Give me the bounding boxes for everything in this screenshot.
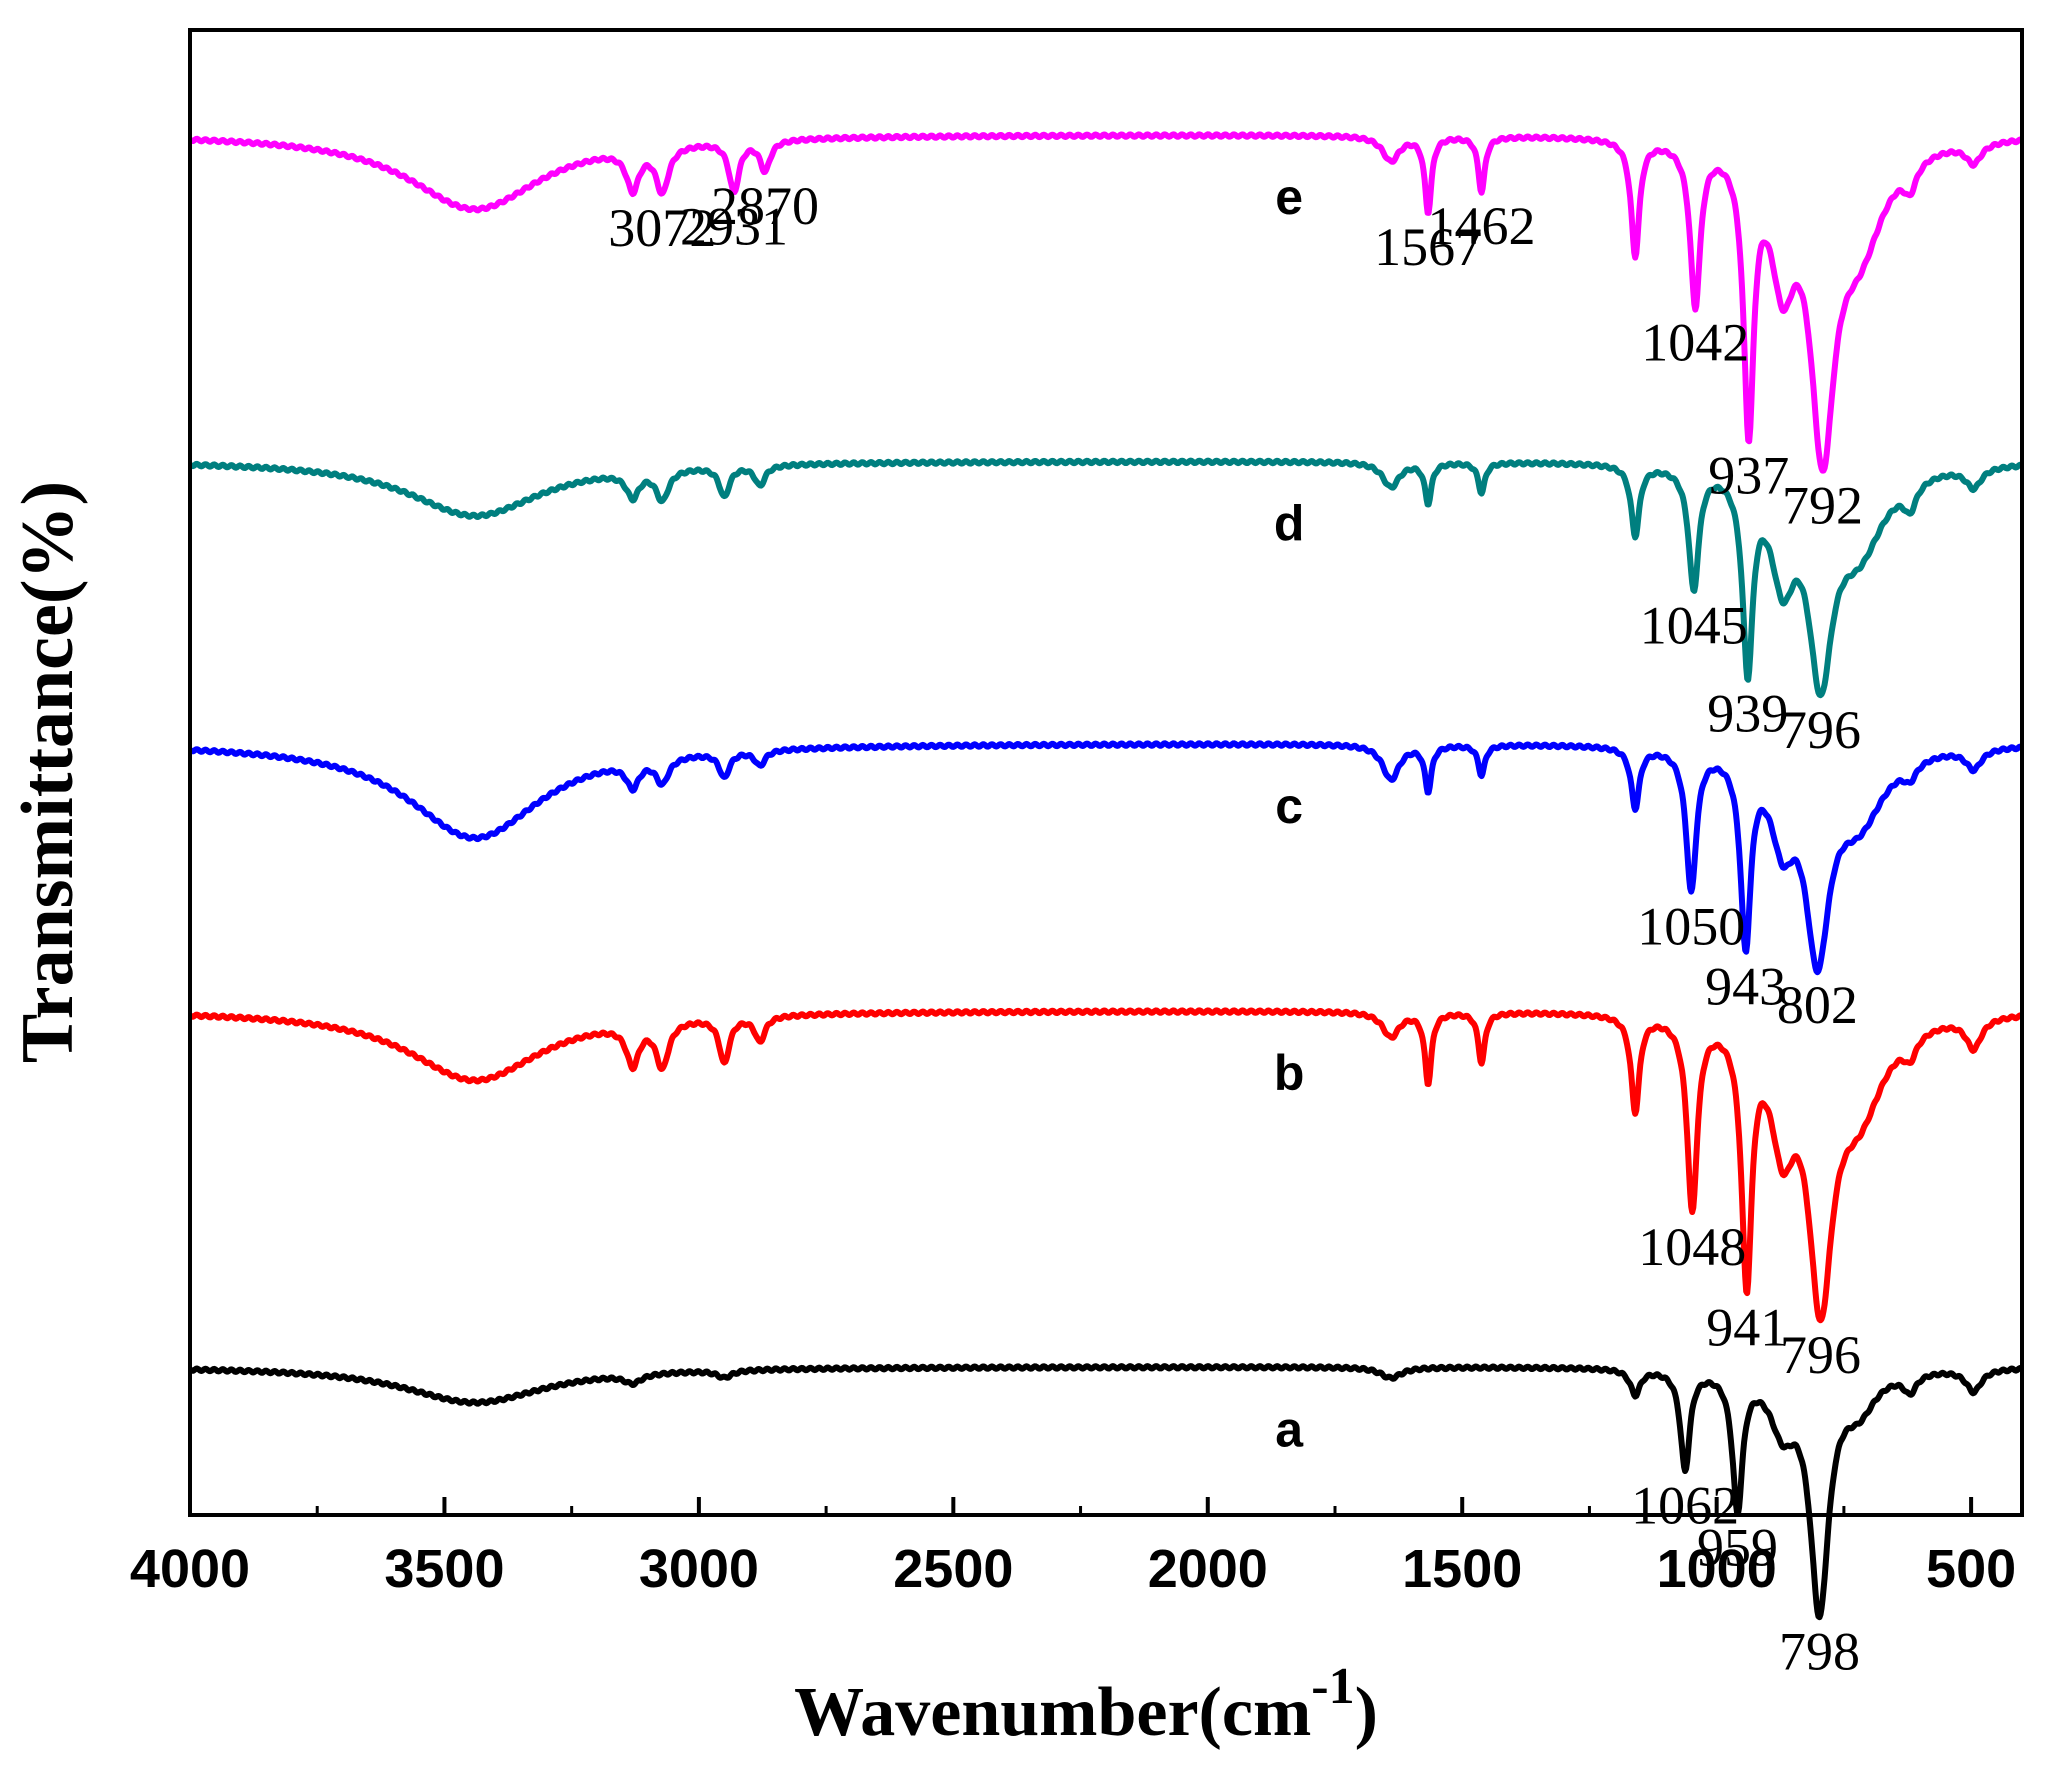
peak-label-e-1462: 1462 — [1428, 196, 1536, 256]
peak-label-e-2931: 2931 — [680, 197, 788, 257]
x-axis-title-close: ) — [1355, 1674, 1378, 1751]
peak-label-d-796: 796 — [1780, 700, 1861, 760]
peak-label-a-959: 959 — [1697, 1518, 1778, 1578]
peak-label-e-1567: 1567 — [1374, 217, 1482, 277]
x-axis-title: Wavenumber(cm-1) — [794, 1658, 1378, 1751]
series-label-a: a — [1275, 1402, 1304, 1458]
x-axis-title-main: Wavenumber(cm — [794, 1674, 1311, 1751]
label-layer: a1062959798b1048941796c1050943802d104593… — [608, 169, 1863, 1681]
series-d-line — [187, 457, 2024, 699]
peak-label-c-1050: 1050 — [1637, 897, 1745, 957]
peak-label-d-1045: 1045 — [1640, 595, 1748, 655]
series-c-line — [187, 740, 2024, 976]
peak-label-c-802: 802 — [1777, 975, 1858, 1035]
peak-label-e-792: 792 — [1782, 475, 1863, 535]
series-e-line — [187, 131, 2024, 474]
peak-label-b-1048: 1048 — [1638, 1217, 1746, 1277]
x-tick-label-2000: 2000 — [1148, 1539, 1268, 1599]
x-tick-label-2500: 2500 — [893, 1539, 1013, 1599]
peak-label-e-937: 937 — [1708, 446, 1789, 506]
series-label-d: d — [1274, 496, 1305, 552]
series-layer — [187, 131, 2024, 1621]
x-tick-label-1000: 1000 — [1657, 1539, 1777, 1599]
peak-label-e-2870: 2870 — [711, 176, 819, 236]
plot-frame — [188, 28, 2024, 1517]
peak-label-a-1062: 1062 — [1631, 1475, 1739, 1535]
peak-label-b-941: 941 — [1706, 1297, 1787, 1357]
y-axis-title: Transmittance(%) — [7, 481, 89, 1063]
series-a-line — [187, 1363, 2024, 1621]
x-tick-label-3500: 3500 — [384, 1539, 504, 1599]
peak-label-a-798: 798 — [1779, 1621, 1860, 1681]
peak-label-b-796: 796 — [1780, 1325, 1861, 1385]
peak-label-e-3072: 3072 — [608, 198, 716, 258]
x-tick-label-4000: 4000 — [130, 1539, 250, 1599]
x-axis-title-sup: -1 — [1311, 1658, 1354, 1715]
series-b-line — [187, 1007, 2024, 1324]
peak-label-e-1042: 1042 — [1641, 313, 1749, 373]
peak-label-c-943: 943 — [1705, 956, 1786, 1016]
x-tick-label-3000: 3000 — [639, 1539, 759, 1599]
series-label-b: b — [1274, 1045, 1305, 1101]
x-axis-ticks: 4000 3500 3000 2500 2000 1500 1000 500 — [130, 1497, 2016, 1599]
x-tick-label-500: 500 — [1926, 1539, 2016, 1599]
series-label-c: c — [1275, 778, 1303, 834]
peak-label-d-939: 939 — [1707, 683, 1788, 743]
series-label-e: e — [1275, 169, 1303, 225]
x-tick-label-1500: 1500 — [1402, 1539, 1522, 1599]
